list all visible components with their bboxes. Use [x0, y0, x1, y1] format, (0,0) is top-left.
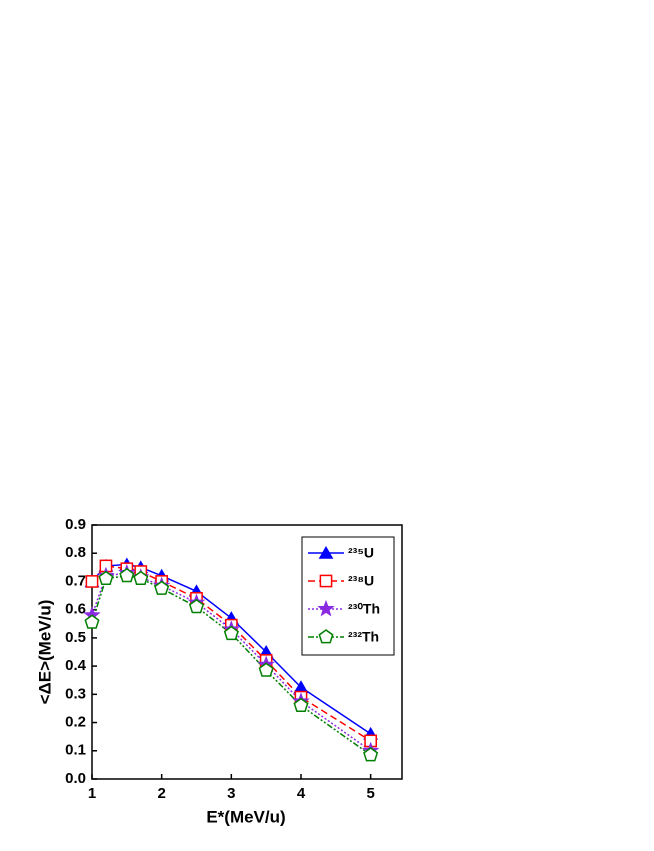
- marker: [98, 570, 114, 586]
- series-line: [91, 565, 372, 742]
- marker: [84, 614, 100, 629]
- series-line: [91, 572, 372, 752]
- marker: [258, 662, 274, 677]
- y-tick-label: 0.1: [65, 742, 86, 759]
- legend-marker: [319, 574, 333, 588]
- y-tick-label: 0.8: [65, 544, 86, 561]
- x-tick-label: 1: [88, 785, 96, 802]
- marker: [133, 570, 149, 586]
- legend-marker: [318, 545, 334, 559]
- marker: [293, 697, 309, 713]
- series-line: [91, 563, 372, 735]
- y-tick-label: 0.4: [65, 657, 87, 674]
- marker: [119, 567, 135, 583]
- x-tick-label: 3: [227, 785, 235, 802]
- y-tick-label: 0.5: [65, 629, 86, 646]
- legend-box: [301, 536, 395, 656]
- y-tick-label: 0.2: [65, 714, 86, 731]
- legend-label: ²³⁵U: [348, 545, 374, 561]
- x-tick-label: 4: [297, 785, 306, 802]
- marker: [223, 625, 239, 641]
- marker: [85, 575, 99, 588]
- y-tick-label: 0.9: [65, 516, 86, 533]
- y-tick-label: 0.6: [65, 601, 86, 618]
- marker: [188, 598, 205, 614]
- y-tick-label: 0.3: [65, 685, 86, 702]
- legend-label: ²³⁰Th: [348, 601, 380, 617]
- marker: [363, 747, 379, 762]
- y-axis-title: <ΔE>(MeV/u): [35, 600, 54, 705]
- x-tick-label: 5: [366, 785, 374, 802]
- series-line: [91, 575, 372, 756]
- y-tick-label: 0.7: [65, 572, 86, 589]
- x-axis-title: E*(MeV/u): [206, 807, 285, 826]
- legend-label: ²³²Th: [348, 629, 379, 645]
- marker: [154, 580, 170, 595]
- legend-label: ²³⁸U: [348, 573, 374, 589]
- x-tick-label: 2: [157, 785, 165, 802]
- y-tick-label: 0.0: [65, 770, 86, 787]
- legend-marker: [318, 629, 334, 644]
- plot-frame: [91, 524, 403, 780]
- legend-marker: [317, 599, 335, 617]
